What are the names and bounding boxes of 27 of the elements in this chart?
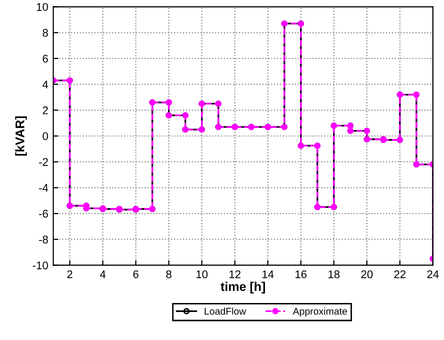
x-tick-label: 20 [361, 270, 373, 278]
x-tick-label: 8 [166, 270, 172, 278]
y-tick-label: -2 [39, 158, 48, 166]
x-tick-label: 16 [296, 270, 307, 278]
y-tick-label: 8 [42, 28, 48, 37]
y-tick-label: 0 [42, 132, 48, 140]
y-tick-label: -10 [32, 261, 48, 270]
x-tick-label: 4 [100, 270, 106, 278]
x-tick-label: 24 [427, 270, 439, 278]
x-tick-label: 12 [230, 270, 240, 278]
x-tick-label: 22 [394, 270, 406, 278]
legend-label: LoadFlow [204, 308, 246, 315]
legend-label: Approximate [292, 308, 347, 317]
y-tick-label: 6 [42, 54, 48, 63]
y-tick-label: 4 [42, 80, 48, 88]
y-tick-label: -8 [39, 236, 48, 244]
y-axis-title: [kVAR] [15, 116, 27, 156]
x-tick-label: 18 [328, 270, 340, 278]
x-axis-title: time [h] [220, 282, 265, 294]
x-tick-label: 2 [67, 270, 72, 278]
x-tick-label: 14 [262, 270, 274, 278]
y-tick-label: 2 [42, 106, 48, 114]
y-tick-label: -6 [39, 210, 48, 218]
x-tick-label: 10 [196, 270, 208, 278]
y-tick-label: 10 [36, 3, 48, 11]
y-tick-label: -4 [39, 184, 48, 192]
x-tick-label: 6 [133, 270, 138, 278]
